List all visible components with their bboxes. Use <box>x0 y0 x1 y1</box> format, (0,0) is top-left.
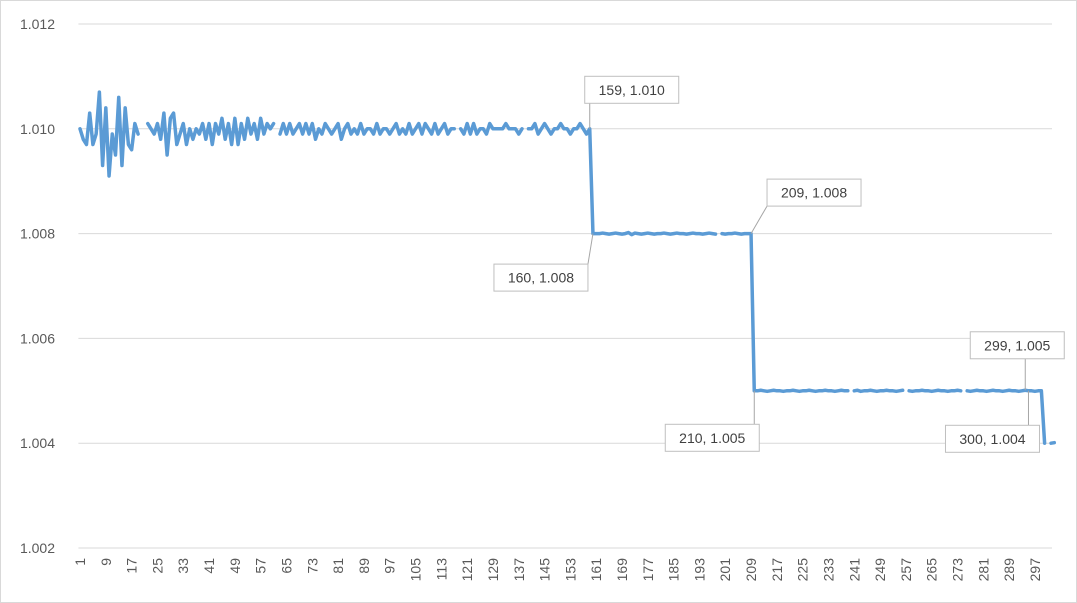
x-tick-label: 33 <box>175 558 191 574</box>
x-tick-label: 257 <box>898 558 914 582</box>
x-tick-label: 289 <box>1001 558 1017 582</box>
y-tick-label: 1.004 <box>20 435 55 451</box>
data-label: 299, 1.005 <box>984 337 1050 353</box>
x-tick-label: 137 <box>511 558 527 582</box>
x-tick-label: 177 <box>640 558 656 582</box>
x-tick-label: 225 <box>795 558 811 582</box>
x-tick-label: 281 <box>975 558 991 582</box>
x-tick-label: 97 <box>382 558 398 574</box>
x-tick-label: 185 <box>666 558 682 582</box>
data-label: 210, 1.005 <box>679 430 745 446</box>
line-series <box>146 111 276 157</box>
y-tick-label: 1.006 <box>20 330 55 346</box>
x-tick-label: 25 <box>149 558 165 574</box>
leader-line <box>587 233 594 265</box>
y-tick-label: 1.012 <box>20 16 55 32</box>
line-series <box>278 121 456 142</box>
x-tick-label: 273 <box>950 558 966 582</box>
x-tick-label: 121 <box>459 558 475 582</box>
y-tick-label: 1.010 <box>20 121 55 137</box>
x-tick-label: 209 <box>743 558 759 582</box>
x-tick-label: 193 <box>691 558 707 582</box>
line-series <box>965 388 1047 445</box>
x-tick-label: 129 <box>485 558 501 582</box>
leader-line <box>750 205 768 234</box>
x-tick-label: 297 <box>1027 558 1043 582</box>
x-tick-label: 73 <box>304 558 320 574</box>
x-tick-label: 9 <box>98 558 114 566</box>
data-label: 160, 1.008 <box>508 270 574 286</box>
x-tick-label: 17 <box>124 558 140 574</box>
x-tick-label: 217 <box>769 558 785 582</box>
y-tick-label: 1.002 <box>20 540 55 556</box>
data-label-box <box>493 263 589 292</box>
line-series <box>78 90 140 178</box>
y-tick-label: 1.008 <box>20 226 55 242</box>
x-tick-label: 265 <box>924 558 940 582</box>
line-series <box>907 388 963 394</box>
x-tick-label: 81 <box>330 558 346 574</box>
data-label-box <box>944 424 1040 453</box>
data-label-box <box>584 75 680 104</box>
x-tick-label: 153 <box>562 558 578 582</box>
x-tick-label: 1 <box>72 558 88 566</box>
x-tick-label: 249 <box>872 558 888 582</box>
line-series <box>458 121 524 136</box>
x-tick-label: 89 <box>356 558 372 574</box>
x-tick-label: 169 <box>614 558 630 582</box>
line-series <box>526 121 718 237</box>
line-series <box>720 231 850 394</box>
line-series <box>1049 440 1057 445</box>
data-label: 159, 1.010 <box>599 82 665 98</box>
x-tick-label: 201 <box>717 558 733 582</box>
x-tick-label: 105 <box>408 558 424 582</box>
data-label: 300, 1.004 <box>959 431 1025 447</box>
x-tick-label: 113 <box>433 558 449 581</box>
data-label: 209, 1.008 <box>781 185 847 201</box>
data-label-box <box>766 178 862 207</box>
x-tick-label: 241 <box>846 558 862 582</box>
x-tick-label: 145 <box>537 558 553 582</box>
x-tick-label: 49 <box>227 558 243 574</box>
x-tick-label: 161 <box>588 558 604 582</box>
data-label-box <box>664 423 760 452</box>
data-label-box <box>969 331 1065 360</box>
x-tick-label: 233 <box>820 558 836 582</box>
x-tick-label: 41 <box>201 558 217 574</box>
line-series <box>852 388 905 394</box>
x-tick-label: 65 <box>278 558 294 574</box>
x-tick-label: 57 <box>253 558 269 574</box>
